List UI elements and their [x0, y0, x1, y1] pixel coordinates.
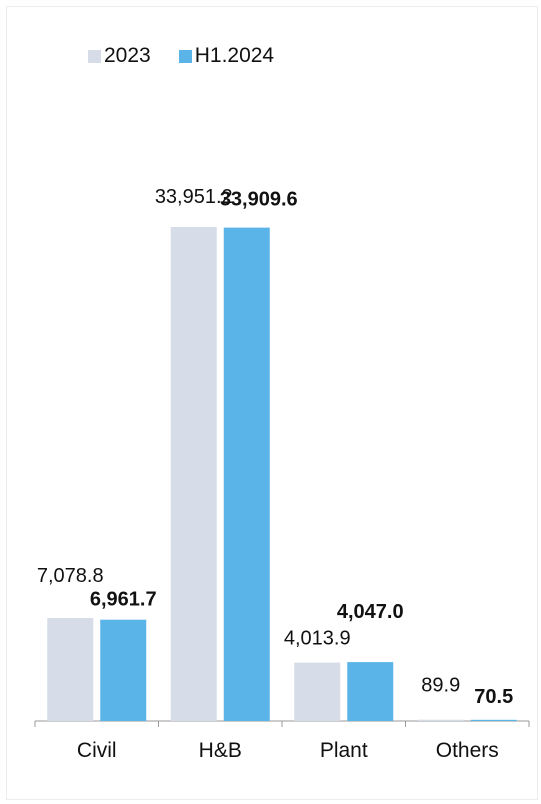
legend: 2023 H1.2024	[88, 44, 302, 68]
legend-label-h1-2024: H1.2024	[194, 44, 275, 67]
bar-h-b-series-2	[223, 227, 270, 721]
bar-civil-series-2	[100, 619, 147, 721]
legend-item-2023: 2023	[88, 44, 151, 68]
chart-frame	[6, 6, 538, 800]
data-label-civil-2023: 7,078.8	[37, 565, 104, 587]
x-tick-label-others: Others	[436, 739, 499, 762]
data-label-plant-h1-2024: 4,047.0	[337, 601, 404, 623]
data-label-others-h1-2024: 70.5	[474, 686, 513, 708]
legend-item-h1-2024: H1.2024	[178, 44, 275, 68]
legend-swatch-2023	[88, 49, 101, 63]
data-label-h-b-h1-2024: 33,909.6	[220, 189, 298, 211]
data-label-civil-h1-2024: 6,961.7	[90, 589, 157, 611]
bar-others-series-2	[470, 719, 517, 721]
data-label-h-b-2023: 33,951.2	[155, 186, 233, 208]
data-label-plant-2023: 4,013.9	[284, 628, 351, 650]
x-tick-label-h-b: H&B	[199, 739, 242, 762]
legend-label-2023: 2023	[104, 44, 151, 67]
x-tick-label-civil: Civil	[77, 739, 117, 762]
bar-plant-series-1	[294, 662, 341, 721]
x-tick-label-plant: Plant	[320, 739, 368, 762]
legend-swatch-h1-2024	[178, 49, 192, 63]
bar-h-b-series-1	[170, 227, 217, 721]
data-label-others-2023: 89.9	[421, 675, 460, 697]
bar-others-series-1	[417, 719, 464, 721]
bar-plant-series-2	[347, 662, 394, 721]
bar-civil-series-1	[47, 618, 94, 721]
